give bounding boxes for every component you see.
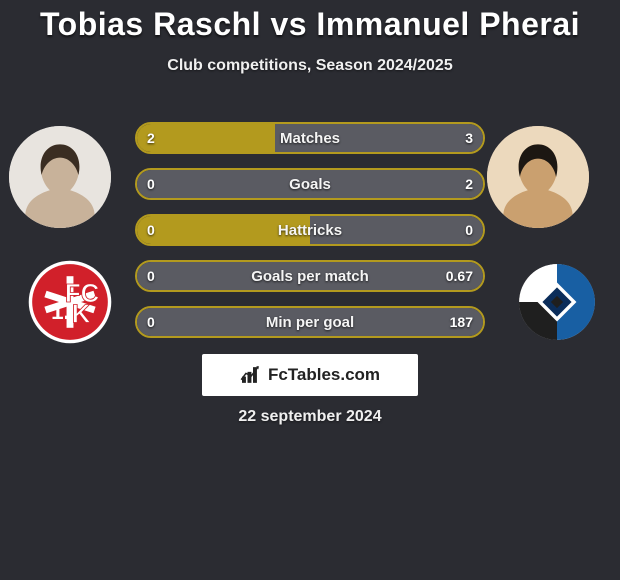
stat-bar-fill-p2 bbox=[137, 308, 483, 336]
player1-club-logo: 1. FC K bbox=[27, 259, 113, 345]
stat-bar-track bbox=[135, 306, 485, 338]
stat-bar-track bbox=[135, 168, 485, 200]
stat-bar-row: 0Goals per match0.67 bbox=[135, 260, 485, 292]
stat-bar-track bbox=[135, 260, 485, 292]
brand-text: FcTables.com bbox=[268, 365, 380, 385]
brand-attribution: FcTables.com bbox=[202, 354, 418, 396]
stat-bar-track bbox=[135, 122, 485, 154]
stats-bar-chart: 2Matches3 0Goals2 0Hattricks0 0Goals per ma… bbox=[135, 122, 485, 352]
stat-bar-row: 0Goals2 bbox=[135, 168, 485, 200]
stat-bar-row: 0Hattricks0 bbox=[135, 214, 485, 246]
club-badge-icon: 1. FC K bbox=[27, 259, 113, 345]
club-badge-icon bbox=[514, 259, 600, 345]
stat-bar-fill-p1 bbox=[137, 216, 310, 244]
player2-portrait bbox=[487, 126, 589, 228]
page-title: Tobias Raschl vs Immanuel Pherai bbox=[0, 0, 620, 43]
stat-bar-row: 2Matches3 bbox=[135, 122, 485, 154]
bar-chart-icon bbox=[240, 364, 266, 386]
stat-bar-fill-p2 bbox=[310, 216, 483, 244]
avatar-icon bbox=[487, 126, 589, 228]
stat-bar-fill-p2 bbox=[137, 262, 483, 290]
player2-club-logo bbox=[514, 259, 600, 345]
avatar-icon bbox=[9, 126, 111, 228]
subtitle: Club competitions, Season 2024/2025 bbox=[0, 57, 620, 75]
stat-bar-fill-p2 bbox=[275, 124, 483, 152]
stat-bar-row: 0Min per goal187 bbox=[135, 306, 485, 338]
stat-bar-track bbox=[135, 214, 485, 246]
stat-bar-fill-p2 bbox=[137, 170, 483, 198]
svg-text:K: K bbox=[72, 301, 91, 329]
snapshot-date: 22 september 2024 bbox=[0, 408, 620, 426]
player1-portrait bbox=[9, 126, 111, 228]
stat-bar-fill-p1 bbox=[137, 124, 275, 152]
